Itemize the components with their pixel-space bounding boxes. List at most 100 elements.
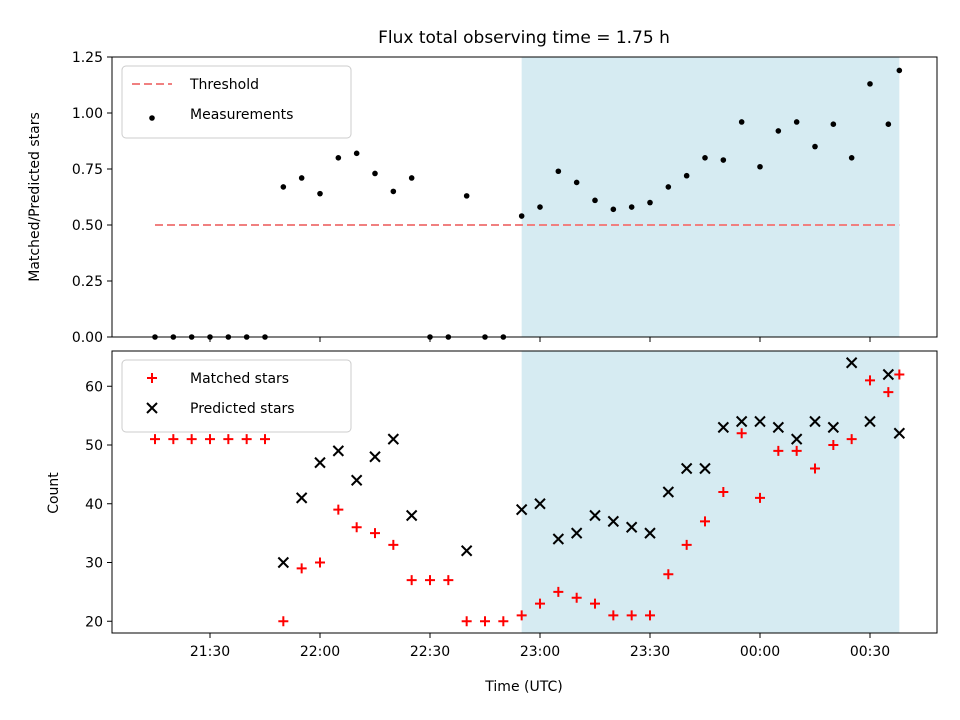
data-point: [573, 179, 580, 186]
data-point: [893, 427, 906, 439]
data-point: [736, 428, 747, 439]
data-point: [755, 492, 765, 503]
data-point: [790, 433, 803, 445]
legend-label: Predicted stars: [190, 401, 295, 417]
data-point: [516, 610, 527, 621]
data-point: [894, 369, 905, 380]
data-point: [775, 128, 782, 134]
series-predicted-stars: [277, 357, 906, 569]
y-tick-label: 1.25: [72, 50, 103, 66]
x-tick-label: 23:30: [630, 644, 670, 660]
data-point: [812, 143, 818, 150]
y-tick-label: 0.75: [72, 162, 103, 178]
plot-frame: [111, 350, 938, 634]
data-point: [608, 610, 619, 621]
legend-box: [121, 65, 352, 139]
data-point: [867, 81, 873, 87]
data-point: [848, 155, 855, 161]
data-point: [150, 434, 160, 445]
legend-swatch: [147, 373, 157, 383]
legend-box: [121, 359, 352, 433]
data-point: [827, 421, 840, 434]
legend-label: Measurements: [190, 107, 293, 123]
data-point: [498, 616, 509, 627]
data-point: [408, 175, 415, 181]
data-point: [295, 492, 308, 504]
data-point: [461, 616, 472, 627]
data-point: [480, 616, 490, 627]
chart-title: Flux total observing time = 1.75 h: [378, 28, 670, 48]
data-point: [882, 368, 895, 381]
legend: Matched stars Predicted stars: [121, 359, 352, 433]
data-point: [681, 539, 692, 550]
data-point: [335, 155, 342, 161]
data-point: [757, 163, 763, 170]
data-point: [317, 190, 323, 197]
data-point: [205, 434, 215, 445]
data-point: [610, 206, 617, 213]
data-point: [647, 199, 653, 206]
data-point: [791, 445, 802, 456]
data-point: [663, 569, 674, 580]
data-point: [260, 434, 270, 445]
x-tick-label: 21:30: [190, 644, 230, 660]
y-tick-label: 0.25: [72, 274, 103, 290]
series-matched-stars: [150, 369, 905, 627]
series-measurements: [152, 67, 903, 340]
data-point: [625, 521, 638, 533]
y-tick-label: 1.00: [72, 106, 103, 122]
plot-frame: [111, 56, 938, 338]
data-point: [885, 121, 892, 127]
shaded-span: [521, 351, 900, 633]
data-point: [718, 487, 729, 497]
data-point: [592, 197, 598, 204]
data-point: [298, 175, 305, 181]
data-point: [626, 610, 637, 621]
data-point: [353, 150, 360, 157]
data-point: [277, 556, 290, 569]
data-point: [537, 204, 543, 210]
data-point: [772, 421, 785, 434]
data-point: [589, 509, 601, 522]
data-point: [390, 188, 397, 195]
y-tick-label: 0.50: [72, 218, 103, 234]
data-point: [553, 586, 564, 597]
data-point: [552, 533, 565, 545]
y-tick-label: 60: [85, 379, 103, 395]
legend-swatch: [149, 115, 155, 121]
data-point: [896, 67, 903, 74]
data-point: [845, 357, 858, 369]
data-point: [883, 387, 894, 398]
legend-label: Matched stars: [190, 371, 289, 387]
data-point: [662, 486, 675, 498]
top-y-axis-label: Matched/Predicted stars: [27, 112, 43, 282]
y-tick-label: 30: [85, 556, 103, 572]
data-point: [793, 119, 800, 125]
data-point: [534, 498, 546, 510]
data-point: [369, 451, 381, 463]
data-point: [388, 539, 399, 550]
data-point: [644, 527, 656, 539]
data-point: [387, 433, 400, 445]
data-point: [571, 592, 582, 603]
data-point: [720, 157, 727, 163]
x-tick-label: 00:00: [740, 644, 780, 660]
y-tick-label: 20: [85, 614, 103, 630]
data-point: [735, 415, 748, 428]
data-point: [809, 415, 821, 428]
data-point: [425, 575, 435, 586]
y-tick-label: 0.00: [72, 330, 103, 346]
data-point: [665, 184, 672, 190]
legend-swatch: [146, 402, 158, 414]
y-tick-label: 50: [85, 438, 103, 454]
data-point: [406, 575, 417, 586]
data-point: [515, 503, 528, 516]
data-point: [830, 121, 837, 127]
x-axis-label: Time (UTC): [484, 679, 562, 695]
shaded-span: [521, 57, 900, 337]
data-point: [350, 474, 363, 486]
data-point: [699, 462, 711, 475]
data-point: [590, 598, 600, 609]
data-point: [607, 515, 620, 528]
